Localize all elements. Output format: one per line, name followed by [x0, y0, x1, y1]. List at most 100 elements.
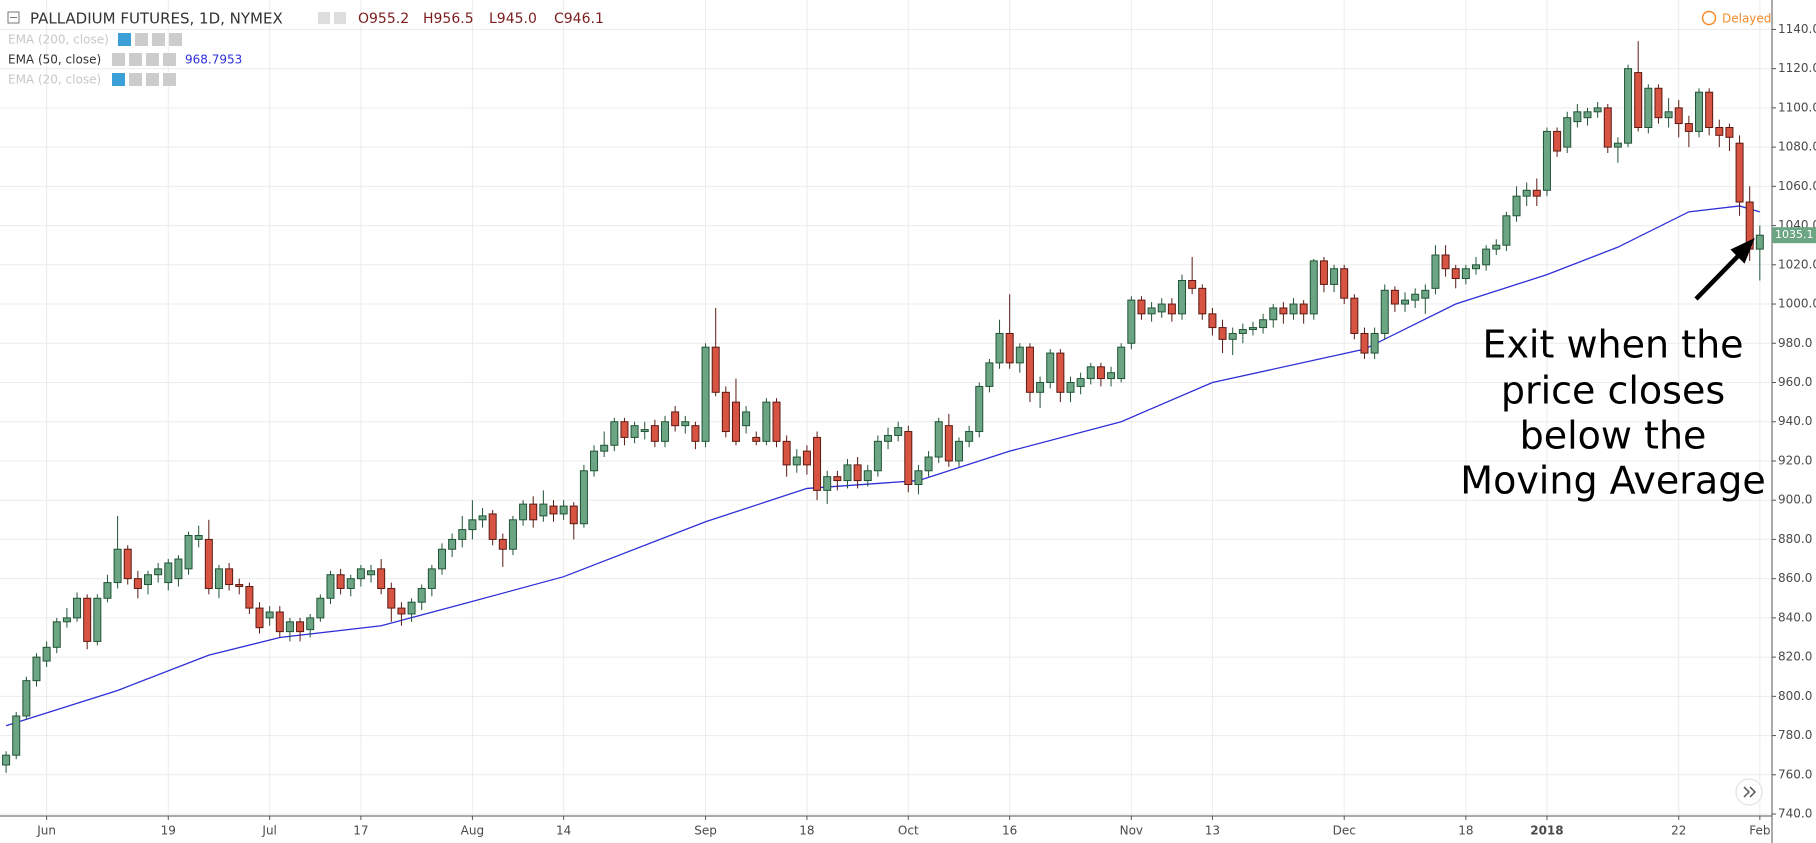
candle-body: [306, 617, 315, 631]
candle-body: [174, 558, 183, 580]
symbol-title: PALLADIUM FUTURES, 1D, NYMEX: [30, 10, 283, 28]
indicator-remove[interactable]: [163, 73, 176, 86]
candle-body: [681, 421, 690, 427]
candle-body: [346, 578, 355, 589]
candle-body: [995, 332, 1004, 364]
candle-body: [437, 548, 446, 570]
candle-body: [397, 607, 406, 615]
low-value: L945.0: [489, 11, 537, 27]
candle-body: [255, 607, 264, 629]
candle-body: [600, 444, 609, 452]
candle-body: [1380, 289, 1389, 334]
candle-body: [1603, 107, 1612, 148]
candle-body: [1157, 303, 1166, 313]
settings-icon[interactable]: [334, 12, 346, 24]
y-tick-label: 920.0: [1778, 453, 1812, 467]
candle-body: [1289, 303, 1298, 315]
candle-body: [671, 411, 680, 427]
candle-body: [1167, 303, 1176, 315]
y-tick-label: 1100.0: [1778, 100, 1816, 114]
candle-body: [113, 548, 122, 584]
x-tick-label: 18: [799, 824, 814, 838]
candle-body: [1188, 280, 1197, 289]
indicator-label: EMA (50, close): [8, 53, 101, 67]
candle-body: [103, 582, 112, 599]
candle-body: [1319, 260, 1328, 285]
candle-body: [691, 425, 700, 442]
x-tick-label: Jun: [36, 824, 56, 838]
candle-body: [873, 440, 882, 472]
candle-body: [1147, 307, 1156, 315]
y-tick-label: 800.0: [1778, 689, 1812, 703]
candle-body: [22, 680, 31, 717]
x-tick-label: 16: [1002, 824, 1017, 838]
candle-body: [62, 617, 71, 623]
candle-body: [1015, 346, 1024, 364]
candle-body: [1248, 327, 1257, 331]
grid: [0, 0, 1772, 816]
y-tick-label: 1140.0: [1778, 22, 1816, 36]
candle-body: [478, 515, 487, 521]
candle-body: [1208, 313, 1217, 329]
y-tick-label: 1000.0: [1778, 297, 1816, 311]
indicator-settings[interactable]: [129, 53, 142, 66]
indicator-add[interactable]: [146, 53, 159, 66]
candle-body: [12, 715, 21, 756]
indicator-remove[interactable]: [163, 53, 176, 66]
y-tick-label: 1080.0: [1778, 140, 1816, 154]
candle-body: [752, 436, 761, 442]
annotation-line: below the: [1520, 414, 1707, 458]
candle-body: [367, 570, 376, 576]
candle-body: [1137, 299, 1146, 315]
candle-body: [1461, 268, 1470, 280]
last-price-label: 1035.1: [1775, 228, 1814, 241]
x-tick-label: 18: [1458, 824, 1473, 838]
candle-body: [863, 470, 872, 482]
y-tick-label: 820.0: [1778, 650, 1812, 664]
indicator-eye[interactable]: [118, 33, 131, 46]
x-tick-label: 19: [161, 824, 176, 838]
candle-body: [417, 587, 426, 603]
candle-body: [894, 427, 903, 436]
candle-body: [1005, 332, 1014, 364]
candle-body: [559, 505, 568, 515]
candle-body: [1178, 280, 1187, 315]
y-tick-label: 1060.0: [1778, 179, 1816, 193]
candle-body: [1299, 303, 1308, 315]
candle-body: [650, 425, 659, 442]
candle-body: [1471, 264, 1480, 270]
y-tick-label: 740.0: [1778, 807, 1812, 821]
eye-icon[interactable]: [318, 12, 330, 24]
collapse-icon[interactable]: [7, 11, 20, 24]
candle-body: [1238, 329, 1247, 334]
indicator-remove[interactable]: [169, 33, 182, 46]
candle-body: [833, 476, 842, 482]
y-tick-label: 780.0: [1778, 728, 1812, 742]
indicator-add[interactable]: [146, 73, 159, 86]
candle-body: [1755, 234, 1764, 250]
scroll-icon: [1743, 786, 1757, 798]
candle-body: [1107, 372, 1116, 380]
candle-body: [265, 611, 274, 619]
candle-body: [1715, 127, 1724, 136]
candle-body: [285, 621, 294, 633]
candle-body: [184, 535, 193, 570]
candle-body: [1441, 254, 1450, 270]
indicator-eye[interactable]: [112, 73, 125, 86]
x-tick-label: 22: [1671, 824, 1686, 838]
indicator-eye[interactable]: [112, 53, 125, 66]
indicator-add[interactable]: [152, 33, 165, 46]
candle-body: [934, 421, 943, 458]
candle-body: [52, 621, 61, 648]
delayed-icon: [1701, 10, 1717, 26]
x-tick-label: 13: [1205, 824, 1220, 838]
y-tick-label: 860.0: [1778, 571, 1812, 585]
candle-body: [93, 597, 102, 642]
candle-body: [1370, 332, 1379, 354]
indicator-settings[interactable]: [129, 73, 142, 86]
candle-body: [802, 450, 811, 466]
candle-body: [316, 597, 325, 619]
indicator-settings[interactable]: [135, 33, 148, 46]
candle-body: [194, 535, 203, 540]
